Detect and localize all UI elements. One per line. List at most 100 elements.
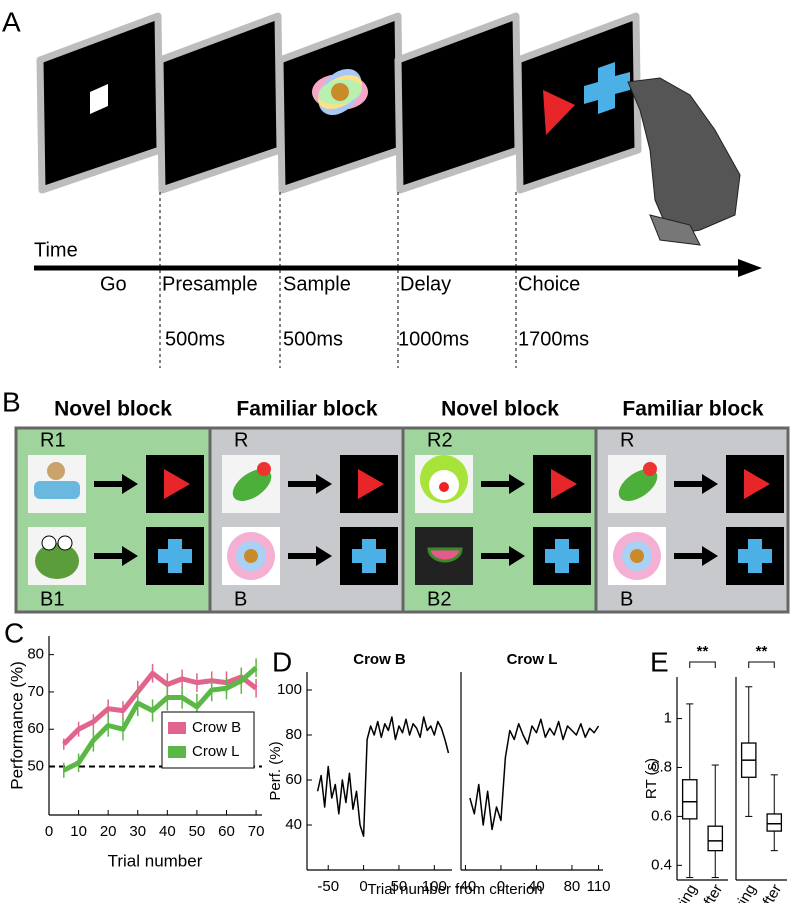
x-tick-label: 0 xyxy=(497,878,505,895)
series-line xyxy=(62,665,258,773)
y-tick-label: 50 xyxy=(27,757,44,774)
y-tick-label: 0.8 xyxy=(651,758,672,775)
phase-dividers xyxy=(159,192,517,368)
y-tick-label: 70 xyxy=(27,683,44,700)
block-title: Novel block xyxy=(54,398,172,421)
arrowhead xyxy=(316,474,332,494)
stimulus xyxy=(618,469,658,501)
chart: D Crow B 40 60 80 100 -50 0 50 100 Perf. (%) Trial … xyxy=(267,646,543,898)
duration-label: 1000ms xyxy=(398,328,469,350)
y-tick-label: 60 xyxy=(285,771,302,788)
stimulus-label: B xyxy=(620,588,633,610)
box xyxy=(681,779,698,820)
x-tick-label: 20 xyxy=(100,823,117,840)
stimulus xyxy=(35,543,79,579)
stimulus-label: R xyxy=(234,429,248,451)
blue-cross xyxy=(584,62,630,114)
block: Novel block R1 B1 xyxy=(28,398,204,610)
x-tick-label: 0 xyxy=(359,878,367,895)
chart: duringafter ** xyxy=(724,643,787,908)
stimulus xyxy=(643,462,657,476)
x-tick-label: 110 xyxy=(587,878,611,895)
stimulus-label: R1 xyxy=(40,429,66,451)
phase-label: Sample xyxy=(283,273,351,295)
y-tick-label: 0.6 xyxy=(651,807,672,824)
block: Novel block R2 B2 xyxy=(415,398,591,610)
legend-label: Crow L xyxy=(192,743,240,760)
legend-swatch xyxy=(168,722,186,734)
stimulus xyxy=(41,535,57,551)
legend-swatch xyxy=(168,746,186,758)
block-frame xyxy=(14,426,790,614)
chart-title: Crow B xyxy=(353,651,406,668)
x-tick-label: during xyxy=(724,881,760,903)
x-tick-label: 0 xyxy=(45,823,53,840)
blue-cross xyxy=(545,539,579,573)
duration-label: 500ms xyxy=(283,328,343,350)
arrowhead xyxy=(509,474,525,494)
stimulus xyxy=(630,549,644,563)
y-tick-label: 60 xyxy=(27,720,44,737)
x-tick-label: -50 xyxy=(317,878,339,895)
phase-label: Go xyxy=(100,273,127,295)
x-tick-label: after xyxy=(696,881,726,903)
phase-label: Choice xyxy=(518,273,580,295)
panel-label: C xyxy=(4,617,24,648)
time-arrowhead xyxy=(738,259,762,277)
y-tick-label: 80 xyxy=(285,726,302,743)
stimulus xyxy=(232,469,272,501)
block-title: Novel block xyxy=(441,398,559,421)
box xyxy=(707,825,724,852)
x-tick-label: 50 xyxy=(391,878,408,895)
stimulus-label: R2 xyxy=(427,429,453,451)
x-axis-label: Trial number from criterion xyxy=(367,881,542,898)
x-tick-label: 100 xyxy=(422,878,447,895)
stimulus xyxy=(439,482,449,492)
screen xyxy=(394,12,522,194)
block: Familiar block R B xyxy=(222,398,398,610)
stimulus-label: B xyxy=(234,588,247,610)
red-triangle xyxy=(744,469,770,499)
series-line xyxy=(316,716,450,837)
significance-label: ** xyxy=(697,643,709,660)
arrowhead xyxy=(702,474,718,494)
y-tick-label: 0.4 xyxy=(651,856,672,873)
chart-title: Crow L xyxy=(507,651,558,668)
chart: E 0.4 0.6 0.8 1 RT (s) duringafter ** xyxy=(643,643,728,908)
x-tick-label: 70 xyxy=(248,823,265,840)
y-tick-label: 80 xyxy=(27,646,44,663)
arrowhead xyxy=(702,546,718,566)
red-triangle xyxy=(164,469,190,499)
blue-cross xyxy=(738,539,772,573)
blue-cross xyxy=(158,539,192,573)
stimulus-label: R xyxy=(620,429,634,451)
duration-label: 500ms xyxy=(165,328,225,350)
stimulus xyxy=(47,462,65,480)
x-tick-label: 60 xyxy=(218,823,235,840)
panel-label: E xyxy=(650,646,669,677)
stimulus xyxy=(34,481,80,499)
x-tick-label: after xyxy=(755,881,785,903)
stimulus-label: B2 xyxy=(427,588,451,610)
panel-label: D xyxy=(272,646,292,677)
box xyxy=(766,813,783,832)
x-tick-label: 40 xyxy=(159,823,176,840)
series-line xyxy=(62,670,258,746)
x-tick-label: -40 xyxy=(455,878,477,895)
red-triangle xyxy=(551,469,577,499)
significance-label: ** xyxy=(756,643,768,660)
significance-bracket xyxy=(689,661,716,668)
block-title: Familiar block xyxy=(236,398,378,421)
x-tick-label: 40 xyxy=(528,878,545,895)
arrowhead xyxy=(316,546,332,566)
duration-label: 1700ms xyxy=(518,328,589,350)
arrowhead xyxy=(122,474,138,494)
time-label: Time xyxy=(34,239,78,261)
x-tick-label: 30 xyxy=(129,823,146,840)
panel-label: A xyxy=(2,6,21,37)
arrowhead xyxy=(509,546,525,566)
significance-bracket xyxy=(748,661,775,668)
